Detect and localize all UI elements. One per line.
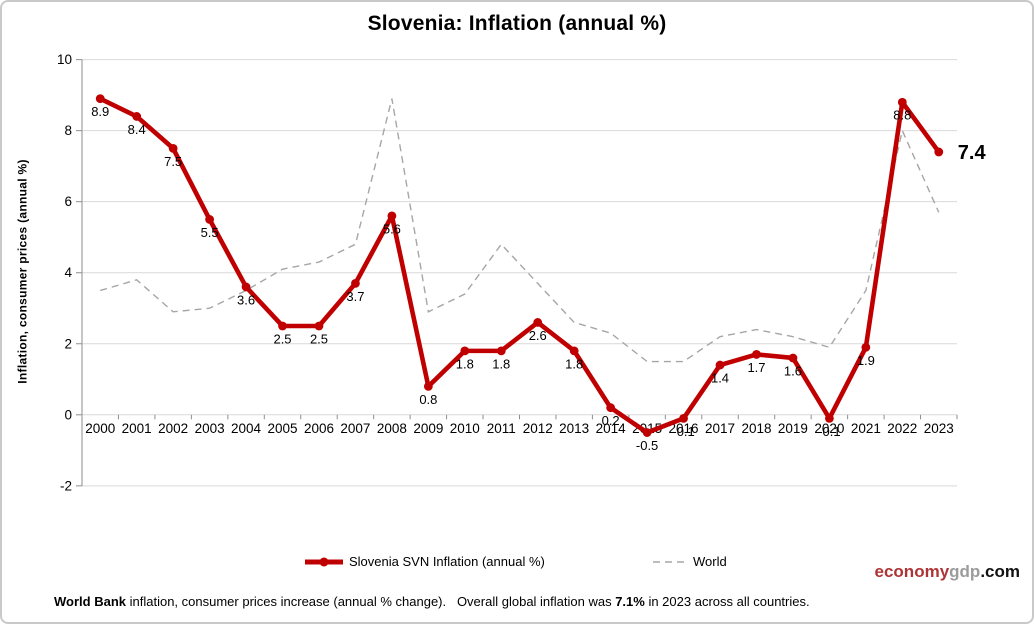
slovenia-data-label: -0.1 xyxy=(818,424,840,439)
slovenia-point xyxy=(351,278,360,288)
slovenia-data-label: 1.8 xyxy=(456,356,474,371)
y-tick-label: 4 xyxy=(64,265,72,280)
slovenia-point xyxy=(533,318,543,327)
x-tick-label: 2012 xyxy=(523,421,553,436)
slovenia-point xyxy=(679,413,688,423)
slovenia-data-label: 2.5 xyxy=(310,332,328,347)
x-tick-label: 2013 xyxy=(559,421,589,436)
slovenia-data-label: -0.5 xyxy=(636,438,658,453)
slovenia-point xyxy=(569,346,579,356)
world-line-swatch xyxy=(653,560,687,563)
slovenia-data-label: -0.1 xyxy=(672,424,694,439)
slovenia-line-swatch xyxy=(305,557,343,566)
chart-title: Slovenia: Inflation (annual %) xyxy=(367,12,667,35)
x-tick-label: 2020 xyxy=(814,421,844,436)
y-tick-label: 8 xyxy=(64,123,72,138)
x-tick-label: 2006 xyxy=(304,421,334,436)
slovenia-point xyxy=(788,353,798,363)
slovenia-data-label: 1.9 xyxy=(857,353,875,368)
footer-text-1: inflation, consumer prices increase (ann… xyxy=(126,594,616,609)
slovenia-data-label: 1.8 xyxy=(565,356,583,371)
legend-label-world: World xyxy=(693,554,727,569)
x-tick-label: 2008 xyxy=(377,421,407,436)
slovenia-point xyxy=(824,413,834,423)
slovenia-point xyxy=(205,215,215,224)
slovenia-point xyxy=(460,346,470,356)
slovenia-point xyxy=(95,94,105,104)
slovenia-data-label: 0.2 xyxy=(602,413,620,428)
y-tick-label: 0 xyxy=(64,407,72,422)
legend-item-slovenia: Slovenia SVN Inflation (annual %) xyxy=(304,554,545,569)
slovenia-data-label: 2.5 xyxy=(273,332,291,347)
slovenia-point xyxy=(241,282,251,292)
x-tick-label: 2009 xyxy=(413,421,443,436)
economygdp-logo[interactable]: economygdp.com xyxy=(875,562,1020,582)
slovenia-point xyxy=(387,211,397,221)
slovenia-point xyxy=(496,346,506,356)
slovenia-data-label: 3.6 xyxy=(237,292,255,307)
slovenia-data-label: 7.5 xyxy=(164,154,182,169)
footer-note: World Bank inflation, consumer prices in… xyxy=(54,594,810,609)
slovenia-data-label: 0.8 xyxy=(419,392,437,407)
slovenia-point xyxy=(861,342,871,352)
logo-part-economy: economy xyxy=(874,562,950,581)
slovenia-data-label: 8.8 xyxy=(893,108,911,123)
slovenia-data-label: 8.9 xyxy=(91,104,109,119)
slovenia-point xyxy=(897,97,907,107)
x-tick-label: 2001 xyxy=(122,421,152,436)
x-tick-label: 2014 xyxy=(596,421,627,436)
x-tick-label: 2003 xyxy=(195,421,225,436)
y-tick-label: 10 xyxy=(57,52,72,67)
slovenia-line xyxy=(97,96,942,435)
x-tick-label: 2018 xyxy=(741,421,771,436)
slovenia-data-label: 1.4 xyxy=(711,371,729,386)
footer-bold-rate: 7.1% xyxy=(615,594,645,609)
y-tick-label: 6 xyxy=(64,194,72,209)
inflation-line-chart: 10 8 6 4 2 0 -2 2000 2001 2002 2003 2004 2005 2006 200… xyxy=(57,52,987,493)
logo-part-gdp: gdp xyxy=(949,562,981,581)
y-tick-label: 2 xyxy=(64,336,72,351)
footer-text-2: in 2023 across all countries. xyxy=(644,594,810,609)
slovenia-point xyxy=(314,321,324,331)
slovenia-data-label: 8.4 xyxy=(128,122,146,137)
x-tick-label: 2022 xyxy=(887,421,917,436)
x-tick-label: 2023 xyxy=(924,421,954,436)
slovenia-data-label: 5.6 xyxy=(383,221,401,236)
x-tick-label: 2019 xyxy=(778,421,808,436)
x-tick-label: 2005 xyxy=(267,421,297,436)
x-tick-label: 2016 xyxy=(669,421,699,436)
slovenia-point xyxy=(606,403,616,413)
logo-part-com: .com xyxy=(980,562,1020,581)
legend-label-slovenia: Slovenia SVN Inflation (annual %) xyxy=(349,554,545,569)
slovenia-data-label: 1.7 xyxy=(747,360,765,375)
legend-item-world: World xyxy=(652,554,727,569)
slovenia-data-label: 1.6 xyxy=(784,363,802,378)
x-tick-label: 2004 xyxy=(231,421,262,436)
slovenia-point xyxy=(715,360,725,370)
slovenia-point xyxy=(934,147,944,157)
slovenia-data-label: 3.7 xyxy=(346,289,364,304)
slovenia-point xyxy=(752,350,761,359)
slovenia-point xyxy=(168,144,178,153)
x-tick-label: 2007 xyxy=(340,421,370,436)
world-line xyxy=(100,98,940,363)
slovenia-data-label: 2.6 xyxy=(529,328,547,343)
x-tick-label: 2000 xyxy=(85,421,115,436)
slovenia-point xyxy=(423,381,433,391)
x-tick-label: 2017 xyxy=(705,421,735,436)
x-tick-label: 2011 xyxy=(487,421,516,436)
slovenia-point xyxy=(278,321,287,331)
slovenia-data-label: 1.8 xyxy=(492,356,510,371)
footer-bold-world-bank: World Bank xyxy=(54,594,126,609)
y-tick-label: -2 xyxy=(60,478,72,493)
x-tick-label: 2002 xyxy=(158,421,188,436)
slovenia-data-label: 5.5 xyxy=(201,225,219,240)
slovenia-last-value-label: 7.4 xyxy=(958,142,987,164)
slovenia-point xyxy=(642,428,652,437)
x-tick-label: 2010 xyxy=(450,421,480,436)
slovenia-point xyxy=(132,112,142,121)
x-tick-label: 2021 xyxy=(851,421,881,436)
